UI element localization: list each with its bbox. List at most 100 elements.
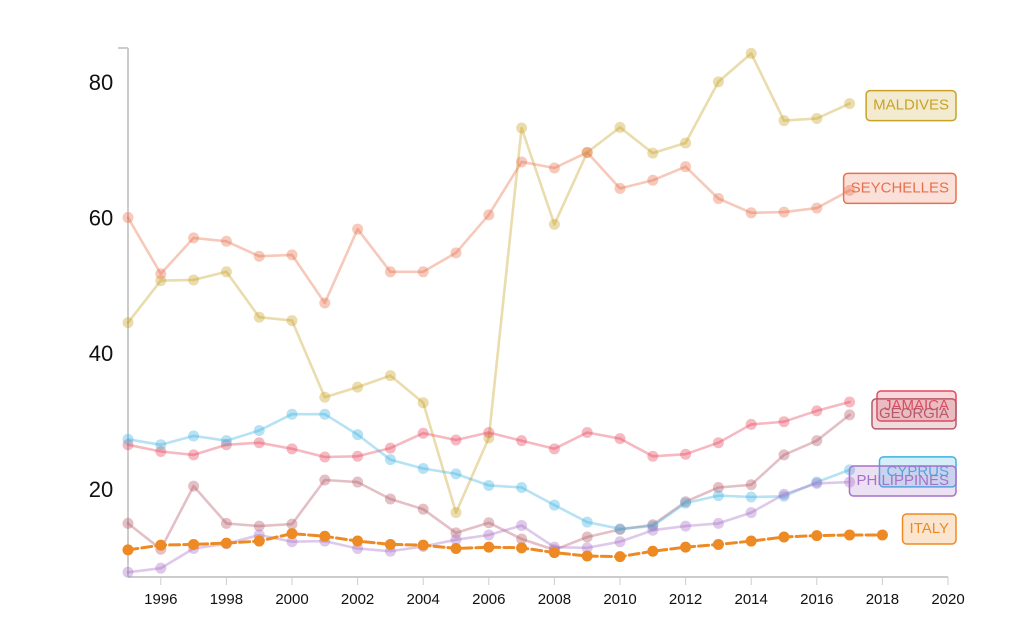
label-cyprus: CYPRUS (878, 456, 957, 488)
data-point (253, 311, 265, 323)
data-point (319, 530, 331, 542)
data-point (220, 537, 232, 549)
label-philippines: PHILIPPINES (848, 465, 957, 497)
y-tick-label: 20 (89, 477, 113, 502)
data-point (417, 266, 429, 278)
x-tick-label: 2020 (931, 591, 964, 608)
data-point (811, 476, 823, 488)
data-point (548, 547, 560, 559)
data-point (188, 430, 200, 442)
data-point (155, 562, 167, 574)
data-point (155, 439, 167, 451)
series-label-box (871, 398, 957, 430)
data-point (745, 507, 757, 519)
data-point (253, 535, 265, 547)
data-point (844, 409, 856, 421)
data-point (253, 250, 265, 262)
series-cyprus (122, 408, 856, 535)
data-point (647, 450, 659, 462)
data-point (844, 396, 856, 408)
data-point (516, 519, 528, 531)
data-point (319, 297, 331, 309)
data-point (352, 476, 364, 488)
data-point (548, 443, 560, 455)
data-point (220, 439, 232, 451)
data-point (122, 517, 134, 529)
x-tick-label: 2006 (472, 591, 505, 608)
series-label-text: ITALY (910, 520, 949, 537)
data-point (450, 543, 462, 555)
data-point (811, 405, 823, 417)
data-point (122, 317, 134, 329)
series-line (126, 52, 851, 514)
data-point (745, 491, 757, 503)
series-jamaica (122, 396, 856, 463)
data-point (778, 416, 790, 428)
data-point (122, 439, 134, 451)
series-italy (122, 528, 888, 563)
data-point (220, 435, 232, 447)
data-point (319, 391, 331, 403)
y-tick-label: 80 (89, 70, 113, 95)
data-point (647, 520, 659, 532)
data-point (811, 530, 823, 542)
data-point (647, 524, 659, 536)
data-point (811, 202, 823, 214)
x-tick-label: 2014 (735, 591, 768, 608)
data-point (745, 207, 757, 219)
series-line (126, 480, 851, 574)
x-tick-label: 2012 (669, 591, 702, 608)
data-point (220, 266, 232, 278)
series-maldives (122, 47, 856, 519)
data-point (286, 528, 298, 540)
label-italy: ITALY (901, 513, 957, 545)
data-point (384, 538, 396, 550)
data-point (516, 481, 528, 493)
series-line (126, 151, 851, 305)
data-point (811, 113, 823, 125)
data-point (384, 442, 396, 454)
data-point (483, 529, 495, 541)
data-point (745, 535, 757, 547)
series-line (126, 400, 851, 459)
data-point (122, 433, 134, 445)
x-tick-label: 1998 (210, 591, 243, 608)
data-point (647, 147, 659, 159)
data-point (647, 545, 659, 557)
data-point (778, 490, 790, 502)
data-point (483, 541, 495, 553)
data-point (811, 435, 823, 447)
data-point (483, 432, 495, 444)
data-point (614, 433, 626, 445)
series-label-text: SEYCHELLES (851, 179, 949, 196)
data-point (516, 435, 528, 447)
data-point (122, 212, 134, 224)
data-point (680, 496, 692, 508)
data-point (352, 450, 364, 462)
data-point (712, 193, 724, 205)
series-label-text: CYPRUS (886, 463, 949, 480)
data-point (680, 137, 692, 149)
data-point (680, 541, 692, 553)
data-point (352, 223, 364, 235)
data-point (712, 517, 724, 529)
data-point (319, 451, 331, 463)
data-point (286, 408, 298, 420)
data-point (352, 429, 364, 441)
data-point (712, 437, 724, 449)
data-point (155, 268, 167, 280)
x-tick-label: 1996 (144, 591, 177, 608)
data-point (516, 542, 528, 554)
data-point (253, 425, 265, 437)
data-point (155, 275, 167, 287)
x-tick-label: 2004 (407, 591, 440, 608)
data-point (844, 529, 856, 541)
data-point (712, 538, 724, 550)
data-point (680, 161, 692, 173)
data-point (450, 434, 462, 446)
series-label-text: GEORGIA (879, 405, 949, 422)
data-point (220, 517, 232, 529)
data-point (384, 266, 396, 278)
